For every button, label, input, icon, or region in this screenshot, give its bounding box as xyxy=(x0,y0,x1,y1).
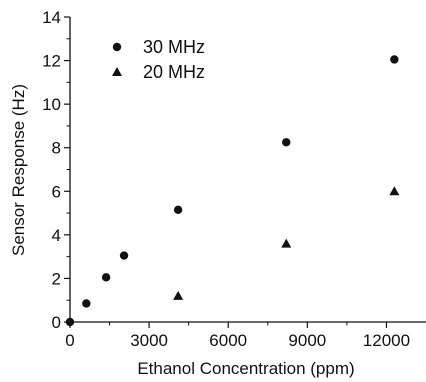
x-tick-label: 6000 xyxy=(209,331,247,350)
data-point-circle xyxy=(119,251,129,260)
y-tick-label: 12 xyxy=(42,52,61,71)
y-tick-label: 2 xyxy=(52,269,61,288)
x-tick-label: 0 xyxy=(65,331,74,350)
data-point-circle xyxy=(282,138,291,147)
y-tick-label: 8 xyxy=(52,139,61,158)
y-tick-label: 0 xyxy=(52,313,61,332)
legend: 30 MHz 20 MHz xyxy=(112,37,205,82)
data-point-circle xyxy=(65,317,75,327)
data-point-circle xyxy=(101,273,111,282)
data-point-circle xyxy=(82,299,91,308)
legend-label: 20 MHz xyxy=(143,62,205,82)
x-tick-label: 3000 xyxy=(130,331,168,350)
legend-marker-circle xyxy=(112,42,122,52)
x-tick-label: 12000 xyxy=(363,331,410,350)
y-axis-label: Sensor Response (Hz) xyxy=(9,84,28,256)
ticks: 0 3000 6000 9000 12000 0 2 4 6 8 10 12 14 xyxy=(42,8,410,350)
y-tick-label: 4 xyxy=(52,226,61,245)
axes xyxy=(69,17,426,323)
y-tick-label: 10 xyxy=(42,95,61,114)
data-point-triangle xyxy=(173,290,184,300)
data-point-triangle xyxy=(281,238,292,248)
data-point-triangle xyxy=(389,186,400,196)
legend-label: 30 MHz xyxy=(143,37,205,57)
x-tick-label: 9000 xyxy=(288,331,326,350)
x-axis-label: Ethanol Concentration (ppm) xyxy=(137,359,354,378)
legend-marker-triangle xyxy=(112,67,122,76)
data-points xyxy=(65,55,400,327)
y-tick-label: 14 xyxy=(42,8,61,27)
data-point-circle xyxy=(173,205,183,215)
data-point-circle xyxy=(390,55,399,64)
y-tick-label: 6 xyxy=(52,182,61,201)
